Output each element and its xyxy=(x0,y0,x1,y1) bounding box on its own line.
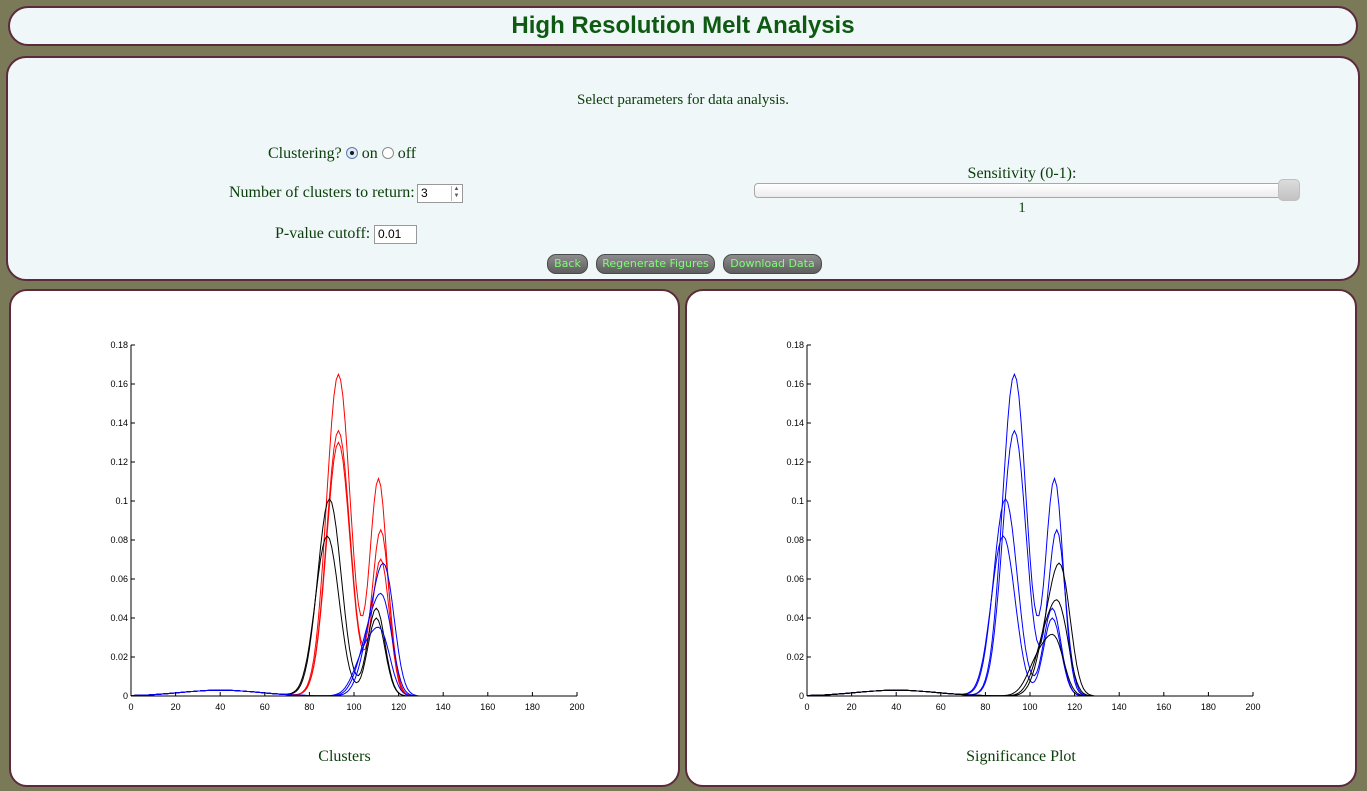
clustering-on-label[interactable]: on xyxy=(361,145,378,162)
series-group xyxy=(131,372,577,697)
clusters-chart: 0 20 40 60 80 100 120 140 160 180 200 0 0.02 0.04 0.06… xyxy=(110,340,584,712)
x-tick-label: 100 xyxy=(346,702,361,712)
x-tick-label: 140 xyxy=(1112,702,1127,712)
num-clusters-value[interactable]: 3 xyxy=(421,186,428,200)
y-tick-label: 0.02 xyxy=(110,652,128,662)
clustering-label: Clustering? xyxy=(268,145,342,162)
series-line xyxy=(807,372,1253,697)
y-tick-label: 0.1 xyxy=(115,496,128,506)
page-title: High Resolution Melt Analysis xyxy=(511,12,855,39)
num-clusters-stepper[interactable]: 3 ▲ ▼ xyxy=(417,184,463,203)
y-tick-label: 0.06 xyxy=(110,574,128,584)
series-line xyxy=(807,633,1253,697)
instructions-text: Select parameters for data analysis. xyxy=(577,92,789,108)
clustering-off-radio[interactable] xyxy=(381,147,394,159)
y-tick-label: 0.08 xyxy=(110,535,128,545)
num-clusters-label: Number of clusters to return: xyxy=(229,184,415,201)
x-tick-label: 0 xyxy=(128,702,133,712)
y-tick-label: 0.14 xyxy=(110,418,128,428)
x-tick-label: 20 xyxy=(171,702,181,712)
sensitivity-value: 1 xyxy=(1018,200,1026,216)
regenerate-figures-button[interactable]: Regenerate Figures xyxy=(596,254,715,274)
pvalue-input[interactable]: 0.01 xyxy=(374,225,417,244)
y-tick-label: 0.18 xyxy=(110,340,128,350)
x-tick-label: 20 xyxy=(847,702,857,712)
title-bar: High Resolution Melt Analysis xyxy=(8,6,1358,46)
x-tick-label: 180 xyxy=(525,702,540,712)
x-tick-label: 160 xyxy=(1156,702,1171,712)
parameters-panel: Select parameters for data analysis. Clu… xyxy=(6,56,1360,281)
x-tick-label: 100 xyxy=(1022,702,1037,712)
sensitivity-slider-thumb[interactable] xyxy=(1278,179,1300,201)
y-tick-label: 0.18 xyxy=(786,340,804,350)
y-tick-label: 0.12 xyxy=(110,457,128,467)
x-tick-label: 40 xyxy=(215,702,225,712)
x-tick-label: 0 xyxy=(804,702,809,712)
significance-chart: 0 20 40 60 80 100 120 140 160 180 200 0 0.02 0.04 0.06… xyxy=(786,340,1260,712)
clustering-row: Clustering? on off xyxy=(268,145,416,163)
series-line xyxy=(131,441,577,697)
x-tick-label: 40 xyxy=(891,702,901,712)
x-tick-label: 80 xyxy=(980,702,990,712)
y-tick-label: 0.16 xyxy=(110,379,128,389)
y-tick-label: 0.12 xyxy=(786,457,804,467)
y-tick-label: 0.14 xyxy=(786,418,804,428)
back-button[interactable]: Back xyxy=(547,254,588,274)
significance-caption: Significance Plot xyxy=(966,748,1076,765)
y-tick-label: 0 xyxy=(123,691,128,701)
series-line xyxy=(807,497,1253,697)
series-line xyxy=(131,497,577,697)
y-tick-label: 0 xyxy=(799,691,804,701)
series-line xyxy=(131,626,577,697)
stepper-arrows-icon[interactable]: ▲ ▼ xyxy=(451,186,461,201)
y-tick-label: 0.08 xyxy=(786,535,804,545)
x-tick-label: 200 xyxy=(569,702,584,712)
sensitivity-slider[interactable] xyxy=(754,183,1300,198)
pvalue-label: P-value cutoff: xyxy=(275,225,371,242)
x-tick-label: 120 xyxy=(391,702,406,712)
x-tick-label: 60 xyxy=(260,702,270,712)
x-tick-label: 160 xyxy=(480,702,495,712)
series-group xyxy=(807,372,1253,697)
clusters-caption: Clusters xyxy=(318,748,371,765)
clustering-on-radio[interactable] xyxy=(345,147,358,159)
clustering-off-label[interactable]: off xyxy=(397,145,417,162)
y-tick-label: 0.16 xyxy=(786,379,804,389)
significance-plot-panel: 0 20 40 60 80 100 120 140 160 180 200 0 0.02 0.04 0.06… xyxy=(685,289,1357,787)
x-tick-label: 120 xyxy=(1067,702,1082,712)
y-tick-label: 0.02 xyxy=(786,652,804,662)
y-tick-label: 0.1 xyxy=(791,496,804,506)
x-tick-label: 180 xyxy=(1201,702,1216,712)
y-tick-label: 0.04 xyxy=(110,613,128,623)
y-tick-label: 0.04 xyxy=(786,613,804,623)
x-tick-label: 60 xyxy=(936,702,946,712)
x-tick-label: 140 xyxy=(436,702,451,712)
series-line xyxy=(131,372,577,697)
download-data-button[interactable]: Download Data xyxy=(723,254,822,274)
x-tick-label: 80 xyxy=(304,702,314,712)
x-tick-label: 200 xyxy=(1245,702,1260,712)
sensitivity-label: Sensitivity (0-1): xyxy=(967,165,1077,182)
y-tick-label: 0.06 xyxy=(786,574,804,584)
clusters-plot-panel: 0 20 40 60 80 100 120 140 160 180 200 0 0.02 0.04 0.06… xyxy=(9,289,680,787)
